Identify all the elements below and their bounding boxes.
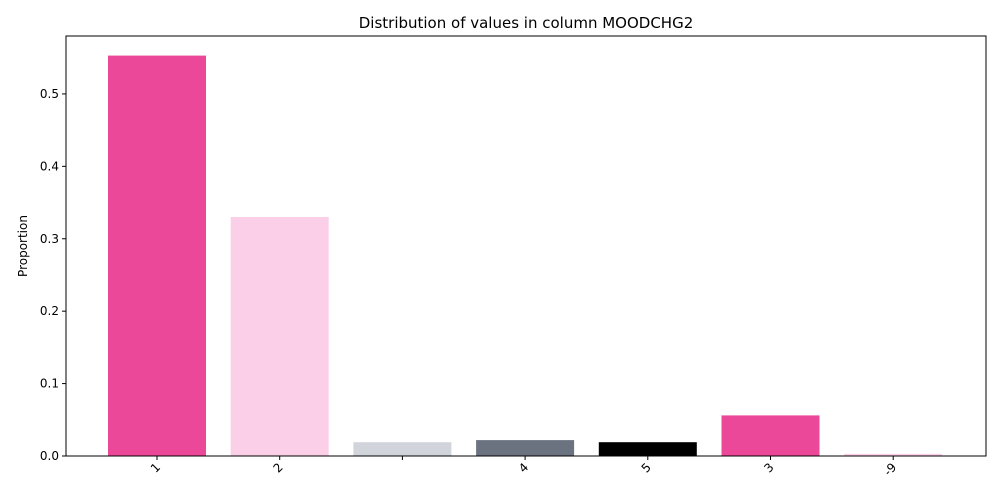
y-axis-ticks: 0.0 0.1 0.2 0.3 0.4 0.5 bbox=[40, 87, 66, 463]
y-tick-label: 0.5 bbox=[40, 87, 59, 101]
x-tick-label: -9 bbox=[881, 460, 899, 478]
x-tick-label: 4 bbox=[516, 460, 531, 475]
y-tick-label: 0.3 bbox=[40, 232, 59, 246]
x-tick-label: 2 bbox=[271, 460, 286, 475]
x-tick-label: 3 bbox=[761, 460, 776, 475]
bar-blank bbox=[353, 442, 452, 456]
x-axis-ticks: 1 2 4 5 3 -9 bbox=[148, 456, 899, 479]
plot-frame bbox=[65, 35, 987, 457]
y-tick-label: 0.1 bbox=[40, 377, 59, 391]
bar-2 bbox=[230, 217, 329, 456]
chart-title: Distribution of values in column MOODCHG… bbox=[359, 14, 694, 32]
bar-3 bbox=[721, 415, 820, 456]
y-tick-label: 0.4 bbox=[40, 159, 59, 173]
bar-5 bbox=[598, 442, 697, 456]
bars bbox=[108, 55, 943, 456]
y-tick-label: 0.0 bbox=[40, 449, 59, 463]
bar-4 bbox=[476, 440, 575, 456]
x-tick-label: 5 bbox=[639, 460, 654, 475]
bar--9 bbox=[844, 453, 943, 456]
y-axis-label: Proportion bbox=[16, 215, 30, 277]
x-tick-label: 1 bbox=[148, 460, 163, 475]
y-tick-label: 0.2 bbox=[40, 304, 59, 318]
bar-1 bbox=[108, 55, 206, 456]
